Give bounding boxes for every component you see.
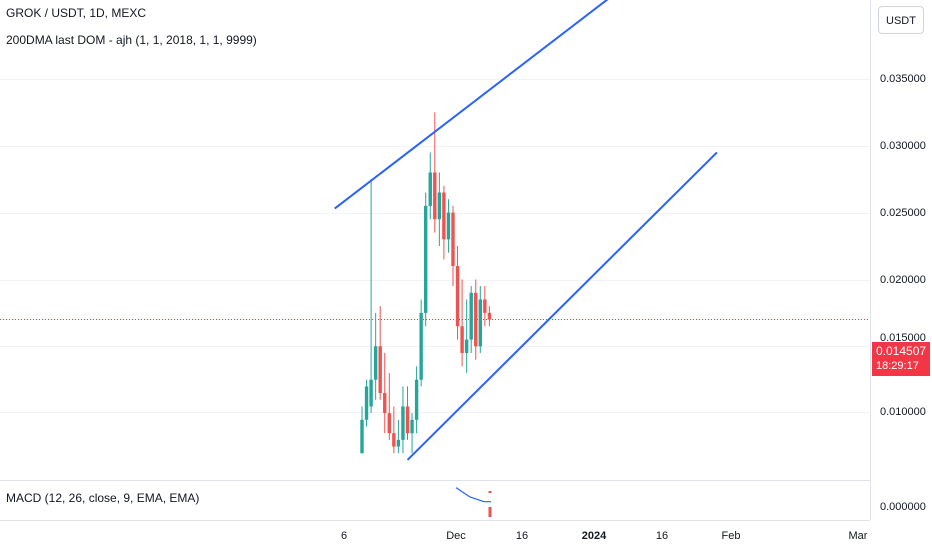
candle-countdown: 18:29:17: [876, 360, 919, 372]
price-tick: 0.010000: [880, 406, 926, 418]
candle-body[interactable]: [455, 266, 460, 327]
candle-body[interactable]: [483, 299, 487, 313]
price-tick: 0.035000: [880, 73, 926, 85]
candle-body[interactable]: [419, 312, 423, 380]
candle-body[interactable]: [442, 192, 446, 240]
candle-body[interactable]: [487, 312, 492, 320]
candle-body[interactable]: [474, 292, 478, 347]
grid-line: [0, 412, 870, 413]
candle-body[interactable]: [451, 212, 455, 267]
grid-line: [0, 346, 870, 347]
candle-body[interactable]: [369, 379, 373, 407]
candle-body[interactable]: [387, 413, 391, 434]
candle-body[interactable]: [405, 406, 410, 434]
candle-body[interactable]: [396, 439, 401, 447]
trendline[interactable]: [406, 151, 718, 461]
time-tick: 16: [515, 530, 529, 542]
candle-body[interactable]: [373, 346, 378, 380]
candle-body[interactable]: [383, 393, 387, 414]
macd-legend[interactable]: MACD (12, 26, close, 9, EMA, EMA): [6, 491, 200, 505]
indicator-legend[interactable]: 200DMA last DOM - ajh (1, 1, 2018, 1, 1,…: [6, 33, 257, 47]
current-price-label: 0.014507: [876, 344, 927, 358]
symbol-legend[interactable]: GROK / USDT, 1D, MEXC: [6, 6, 147, 20]
price-tick: 0.000000: [880, 501, 926, 513]
candle-body[interactable]: [433, 172, 437, 220]
time-tick: 6: [340, 530, 348, 542]
macd-histogram-bar: [488, 507, 492, 517]
current-price-badge: 0.014507 18:29:17: [872, 342, 930, 376]
candle-body[interactable]: [446, 212, 451, 240]
candle-body[interactable]: [437, 192, 442, 220]
candle-body[interactable]: [401, 406, 405, 440]
candle-body[interactable]: [378, 346, 382, 394]
macd-histogram-bar: [488, 491, 492, 493]
candle-body[interactable]: [392, 433, 396, 447]
grid-line: [0, 280, 870, 281]
candle-body[interactable]: [414, 379, 419, 420]
candle-body[interactable]: [424, 205, 428, 313]
currency-button[interactable]: USDT: [878, 6, 924, 34]
time-tick: Dec: [446, 530, 466, 542]
price-chart-pane[interactable]: GROK / USDT, 1D, MEXC 200DMA last DOM - …: [0, 0, 870, 480]
candle-body[interactable]: [364, 386, 369, 420]
price-tick: 0.025000: [880, 207, 926, 219]
candle-body[interactable]: [478, 299, 482, 347]
time-scale[interactable]: [0, 520, 870, 551]
candle-body[interactable]: [464, 339, 469, 353]
time-tick: Feb: [721, 530, 741, 542]
time-tick: 16: [655, 530, 669, 542]
candle-body[interactable]: [469, 292, 473, 340]
candle-body[interactable]: [410, 419, 414, 434]
price-tick: 0.015000: [880, 332, 926, 344]
candlestick-chart[interactable]: [0, 0, 870, 480]
price-tick: 0.030000: [880, 140, 926, 152]
price-scale[interactable]: [870, 0, 932, 520]
macd-line: [455, 487, 491, 503]
trendline[interactable]: [334, 0, 626, 210]
grid-line: [0, 79, 870, 80]
macd-pane[interactable]: MACD (12, 26, close, 9, EMA, EMA): [0, 480, 870, 521]
candle-body[interactable]: [460, 326, 464, 353]
macd-chart: [455, 487, 492, 517]
candle-body[interactable]: [428, 172, 432, 206]
time-tick: 2024: [581, 530, 607, 542]
price-tick: 0.020000: [880, 274, 926, 286]
candle-body[interactable]: [360, 419, 364, 454]
time-tick: Mar: [848, 530, 868, 542]
